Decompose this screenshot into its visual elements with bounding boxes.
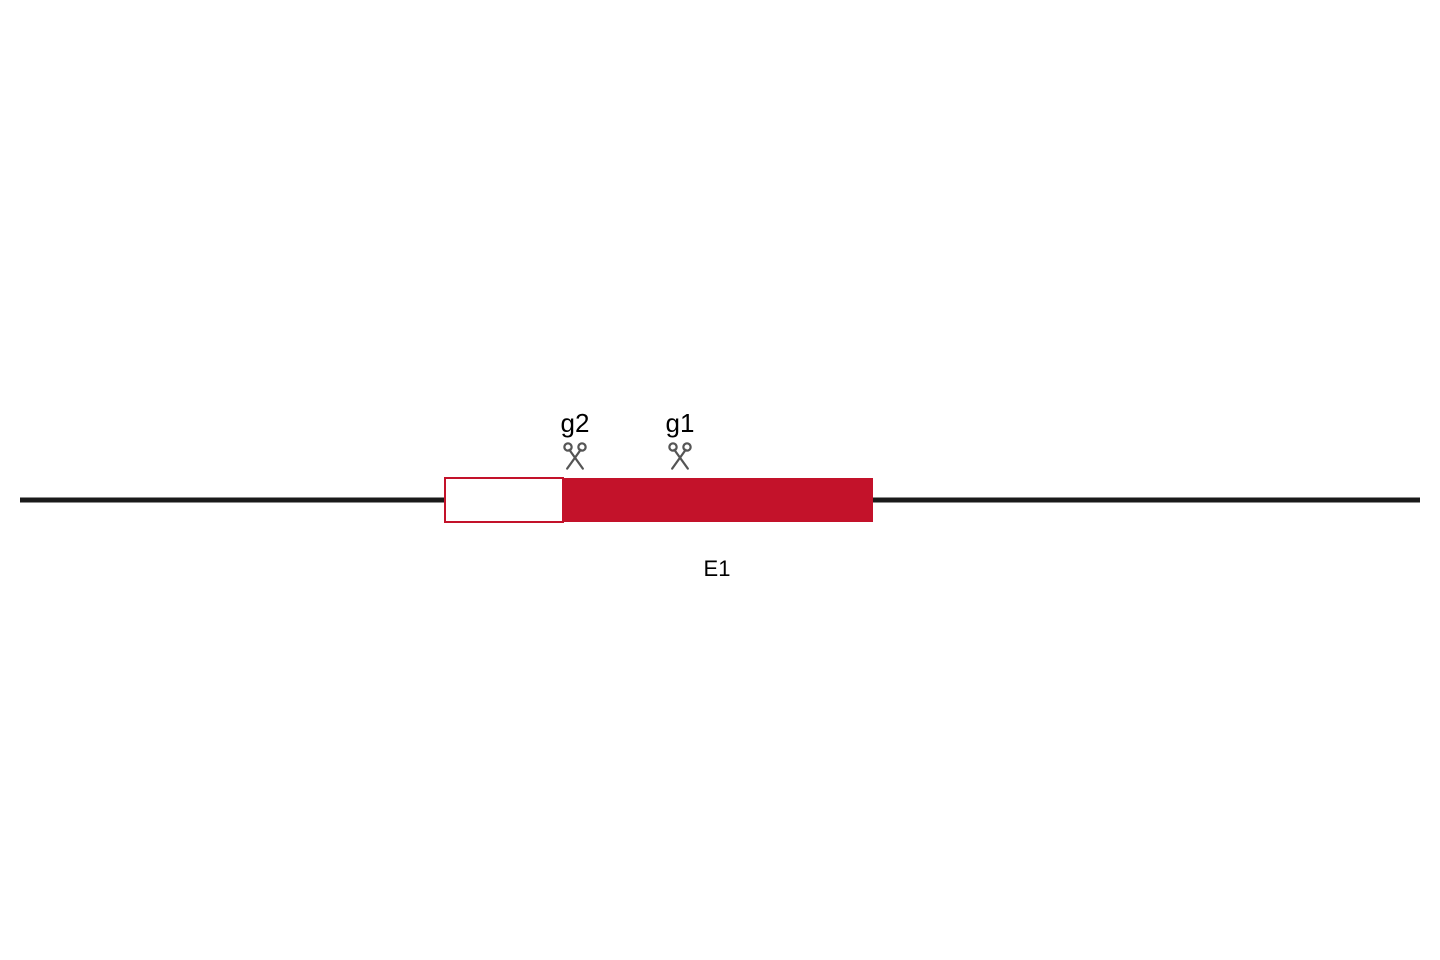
scissors-icon [564,443,585,468]
scissors-icon [669,443,690,468]
guide-label-g1: g1 [666,408,695,438]
exon-utr-box [445,478,563,522]
guide-marker-g1: g1 [666,408,695,469]
guide-marker-g2: g2 [561,408,590,469]
guide-label-g2: g2 [561,408,590,438]
exon-label: E1 [704,556,731,581]
exon-cds-box [563,478,873,522]
